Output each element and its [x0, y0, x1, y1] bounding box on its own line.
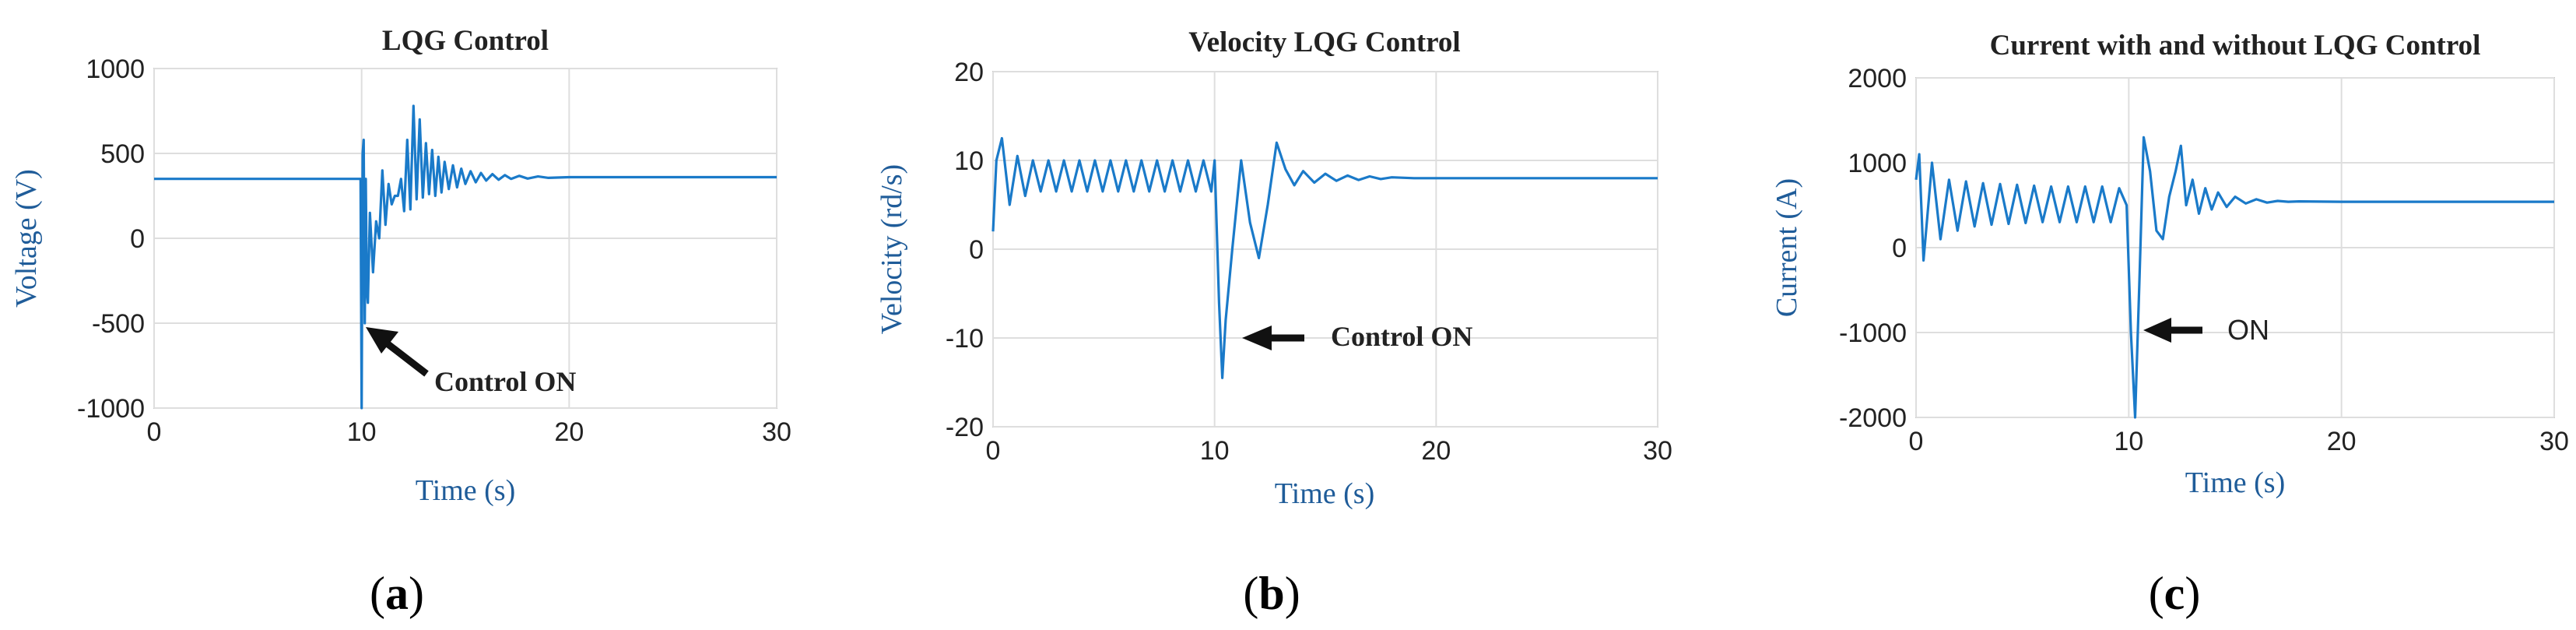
y-tick-label: 2000 [1848, 64, 1907, 93]
x-tick-label: 20 [554, 417, 584, 447]
panel-a: 1000 500 0 -500 -1000 0 10 20 30 LQG Control Vo… [10, 25, 791, 619]
caption-letter-c: c [2164, 568, 2185, 619]
y-tick-label: 20 [954, 58, 984, 87]
y-tick-label: -10 [946, 324, 984, 354]
caption-letter-a: a [385, 568, 409, 619]
grid-b [992, 71, 1658, 428]
y-tick-labels-c: 2000 1000 0 -1000 -2000 [1839, 64, 1907, 433]
x-tick-label: 10 [347, 417, 377, 447]
y-axis-label-c: Current (A) [1771, 178, 1803, 317]
y-axis-label-b: Velocity (rd/s) [876, 164, 908, 334]
x-tick-labels-c: 0 10 20 30 [1909, 427, 2569, 456]
annotation-a: Control ON [366, 327, 576, 397]
annotation-b: Control ON [1242, 321, 1472, 352]
x-tick-label: 0 [1909, 427, 1924, 456]
annotation-text-a: Control ON [434, 366, 576, 397]
x-tick-label: 30 [2539, 427, 2569, 456]
annotation-arrowhead-a [366, 327, 398, 354]
y-tick-label: -2000 [1839, 403, 1907, 433]
x-tick-label: 0 [986, 436, 1001, 466]
y-tick-label: 1000 [1848, 149, 1907, 178]
panel-caption-a: (a) [370, 568, 424, 619]
current-series-line [1914, 136, 2554, 419]
y-tick-label: 0 [1892, 234, 1907, 263]
x-tick-label: 10 [2114, 427, 2143, 456]
x-tick-label: 30 [1643, 436, 1672, 466]
y-tick-label: 10 [954, 146, 984, 176]
y-tick-labels-b: 20 10 0 -10 -20 [946, 58, 984, 442]
y-tick-label: 1000 [86, 55, 145, 84]
y-tick-label: 500 [100, 139, 145, 169]
annotation-c: ON [2143, 314, 2269, 346]
x-axis-label-b: Time (s) [1275, 477, 1374, 510]
chart-title-b: Velocity LQG Control [1188, 26, 1460, 58]
x-tick-label: 20 [1421, 436, 1451, 466]
x-axis-label-c: Time (s) [2185, 466, 2285, 499]
y-tick-label: -20 [946, 413, 984, 442]
annotation-arrowhead-c [2143, 318, 2171, 343]
x-tick-label: 10 [1200, 436, 1230, 466]
x-tick-label: 0 [147, 417, 162, 447]
x-tick-labels-a: 0 10 20 30 [147, 417, 791, 447]
y-tick-label: -1000 [1839, 319, 1907, 348]
annotation-text-b: Control ON [1331, 321, 1472, 352]
y-tick-labels-a: 1000 500 0 -500 -1000 [77, 55, 145, 424]
chart-title-a: LQG Control [382, 25, 549, 57]
annotation-arrowhead-b [1242, 326, 1272, 350]
panel-c: 2000 1000 0 -1000 -2000 0 10 20 30 Current with… [1771, 30, 2569, 619]
x-tick-label: 30 [762, 417, 791, 447]
panel-b: 20 10 0 -10 -20 0 10 20 30 Velocity LQG Control… [876, 26, 1672, 619]
y-axis-label-a: Voltage (V) [10, 169, 43, 308]
y-tick-label: -500 [92, 309, 145, 339]
y-tick-label: 0 [130, 224, 145, 254]
chart-title-c: Current with and without LQG Control [1990, 30, 2481, 62]
x-tick-label: 20 [2327, 427, 2357, 456]
panel-caption-c: (c) [2149, 568, 2201, 619]
caption-letter-b: b [1258, 568, 1284, 619]
voltage-series-line [154, 104, 777, 410]
x-axis-label-a: Time (s) [416, 474, 515, 507]
velocity-series-line [991, 136, 1658, 379]
x-tick-labels-b: 0 10 20 30 [986, 436, 1672, 466]
annotation-text-c: ON [2227, 314, 2269, 346]
panel-caption-b: (b) [1243, 568, 1300, 619]
y-tick-label: -1000 [77, 394, 145, 424]
annotation-arrow-a [384, 340, 429, 377]
y-tick-label: 0 [969, 235, 984, 265]
